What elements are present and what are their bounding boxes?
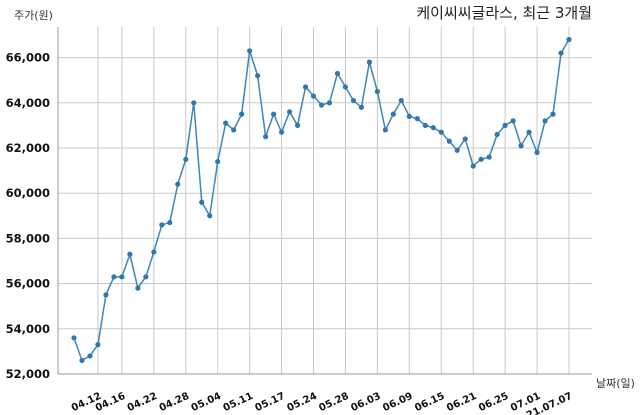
data-point	[406, 113, 412, 119]
x-tick-label: 05.24	[285, 391, 318, 414]
data-point	[430, 125, 436, 131]
x-axis-label: 날짜(일)	[596, 376, 635, 390]
data-point	[502, 122, 508, 128]
x-tick-label: 06.03	[349, 391, 382, 414]
y-tick-label: 56,000	[6, 277, 50, 291]
data-point	[366, 59, 373, 65]
data-point	[374, 88, 380, 95]
x-tick-label: 05.17	[254, 391, 287, 414]
data-point	[87, 353, 93, 359]
data-point	[239, 111, 245, 117]
y-tick-label: 62,000	[6, 141, 50, 155]
y-tick-label: 66,000	[6, 51, 50, 65]
data-point	[79, 357, 85, 364]
data-point	[143, 274, 149, 280]
data-point	[358, 104, 365, 110]
data-point	[199, 199, 205, 205]
data-point	[119, 274, 125, 280]
data-point	[286, 109, 293, 115]
price-series-line	[73, 39, 570, 362]
data-point	[151, 249, 157, 255]
data-point	[382, 127, 388, 133]
data-point	[302, 84, 309, 90]
data-point	[270, 111, 277, 117]
data-point	[566, 36, 572, 43]
y-tick-label: 54,000	[6, 322, 50, 336]
y-axis-label: 주가(원)	[14, 9, 53, 22]
x-tick-label: 05.04	[190, 391, 223, 414]
data-point	[159, 222, 165, 228]
x-tick-label: 04.28	[158, 391, 191, 414]
data-point	[103, 292, 109, 298]
data-point	[454, 147, 460, 153]
data-point	[127, 251, 133, 257]
x-tick-label: 06.09	[381, 391, 414, 414]
data-point	[223, 120, 229, 126]
y-tick-label: 52,000	[6, 367, 50, 381]
data-point	[167, 219, 173, 226]
y-tick-label: 64,000	[6, 96, 50, 110]
data-point	[342, 84, 349, 90]
data-point	[510, 118, 516, 124]
data-point	[518, 143, 524, 149]
data-point	[494, 131, 500, 138]
data-point	[438, 129, 444, 135]
data-point	[414, 116, 420, 122]
grid-lines	[57, 27, 592, 375]
data-point	[422, 122, 428, 128]
x-tick-label: 06.25	[477, 391, 510, 414]
data-point	[294, 122, 301, 128]
chart-title: 케이씨씨글라스, 최근 3개월	[416, 4, 592, 22]
data-point	[215, 158, 221, 165]
data-point	[263, 134, 269, 140]
data-point	[486, 154, 492, 160]
x-tick-label: 06.15	[413, 391, 446, 414]
data-point	[135, 285, 141, 291]
data-point	[111, 274, 117, 280]
data-point	[247, 48, 253, 54]
data-point	[231, 127, 237, 133]
data-point	[95, 342, 101, 348]
data-point	[390, 111, 396, 117]
x-tick-label: 06.21	[445, 391, 478, 414]
data-point	[526, 129, 532, 135]
data-point	[255, 73, 261, 79]
data-point	[542, 118, 548, 124]
x-tick-label: 04.22	[126, 391, 159, 414]
data-point	[446, 138, 452, 144]
price-series	[71, 36, 572, 364]
data-point	[326, 100, 333, 106]
data-point	[398, 97, 404, 104]
data-point	[318, 102, 325, 108]
data-point	[191, 100, 197, 106]
data-point	[310, 93, 317, 99]
data-point	[534, 149, 540, 156]
x-tick-label: 05.28	[317, 391, 350, 414]
x-axis-ticks: 04.1204.1604.2204.2805.0405.1105.1705.24…	[70, 391, 574, 415]
data-point	[550, 111, 556, 117]
data-point	[558, 50, 564, 56]
data-point	[183, 156, 189, 162]
data-point	[478, 156, 484, 162]
y-tick-label: 60,000	[6, 186, 50, 200]
y-tick-label: 58,000	[6, 231, 50, 245]
data-point	[278, 129, 285, 135]
data-point	[207, 213, 213, 219]
data-point	[334, 70, 341, 77]
data-point	[71, 335, 77, 341]
data-point	[470, 163, 476, 169]
data-point	[462, 136, 468, 142]
y-axis-ticks: 52,000 54,000 56,000 58,000 60,000 62,000 64,0…	[6, 51, 50, 381]
data-point	[350, 97, 357, 104]
data-point	[175, 181, 181, 187]
x-tick-label: 05.11	[222, 391, 255, 414]
